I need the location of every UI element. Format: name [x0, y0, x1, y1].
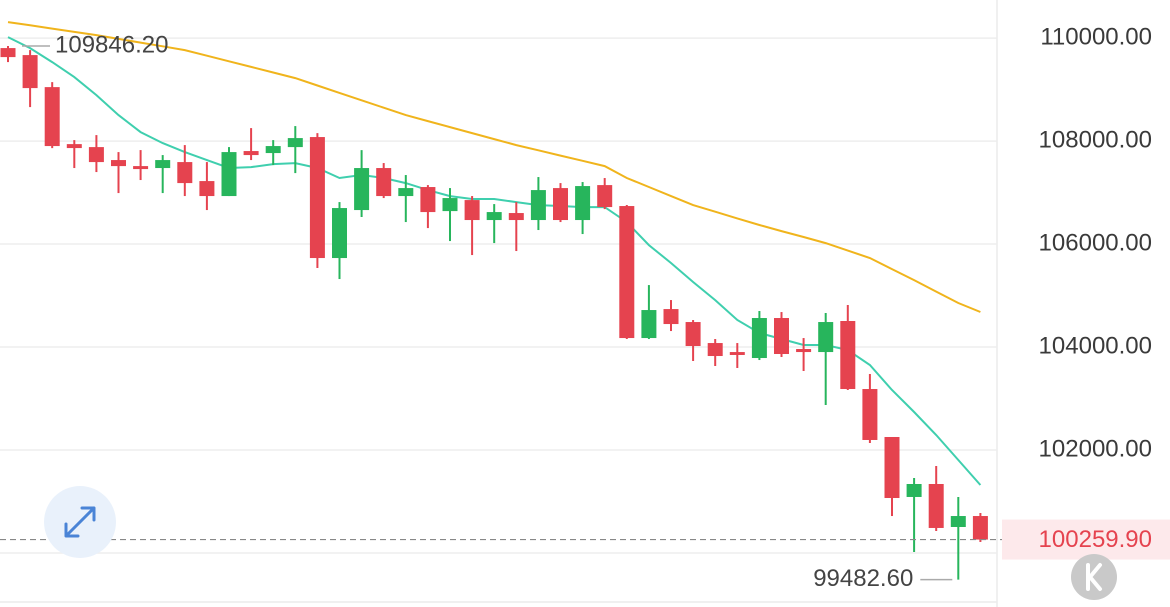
candle-body	[376, 168, 392, 197]
candle-body	[818, 322, 834, 353]
candle-body	[928, 484, 944, 528]
candle-body	[22, 55, 38, 89]
candles	[0, 46, 988, 580]
candle-body	[332, 208, 347, 259]
candle-body	[685, 322, 701, 347]
candle-body	[862, 389, 878, 440]
candle-body	[287, 138, 303, 148]
candle-body	[597, 185, 613, 208]
candle-body	[221, 152, 237, 197]
candle-body	[44, 87, 60, 147]
candle-body	[729, 352, 745, 355]
y-tick-label: 108000.00	[1039, 126, 1152, 153]
grid: 100000.00102000.00104000.00106000.001080…	[0, 23, 1152, 565]
candle-body	[906, 484, 922, 497]
y-tick-label: 104000.00	[1039, 332, 1152, 359]
candle-body	[133, 166, 149, 170]
k-logo-icon	[1086, 563, 1102, 591]
moving-averages	[7, 21, 982, 486]
candle-body	[354, 168, 370, 211]
candle-body	[575, 186, 591, 221]
candle-body	[464, 200, 480, 221]
candle-body	[950, 516, 966, 527]
candle-body	[398, 188, 414, 197]
y-tick-label: 102000.00	[1039, 435, 1152, 462]
low-label: 99482.60	[813, 565, 913, 592]
candle-body	[66, 144, 82, 149]
last-price-box	[1002, 519, 1170, 560]
y-tick-label: 110000.00	[1040, 23, 1152, 50]
last-price-label: 100259.90	[1039, 526, 1152, 553]
annotations: 109846.20 99482.60 100259.90	[0, 31, 1170, 592]
candle-body	[641, 310, 657, 339]
candle-body	[553, 188, 568, 221]
candle-body	[0, 48, 16, 58]
k-logo[interactable]	[1071, 554, 1117, 600]
candle-body	[707, 343, 723, 357]
candle-body	[774, 318, 789, 355]
expand-button[interactable]	[44, 486, 116, 558]
ma-line	[7, 21, 981, 313]
candle-body	[751, 318, 767, 359]
candle-body	[972, 516, 988, 540]
candle-body	[420, 187, 436, 213]
high-label: 109846.20	[55, 31, 168, 58]
candle-body	[177, 162, 193, 184]
candle-body	[111, 160, 126, 167]
candle-body	[265, 146, 281, 154]
candle-body	[155, 160, 171, 169]
candle-body	[884, 436, 900, 499]
candle-body	[486, 212, 502, 221]
expand-icon	[64, 506, 96, 538]
candle-body	[243, 151, 259, 156]
y-tick-label: 106000.00	[1039, 229, 1152, 256]
candle-body	[508, 213, 524, 221]
candle-body	[619, 206, 635, 339]
candle-body	[442, 198, 458, 212]
candle-body	[199, 181, 215, 197]
candle-body	[796, 349, 812, 353]
candle-body	[309, 137, 325, 259]
candle-body	[530, 190, 546, 221]
candle-body	[840, 321, 856, 390]
candle-body	[663, 309, 679, 325]
candle-body	[88, 147, 104, 163]
k-logo-bg[interactable]	[1071, 554, 1117, 600]
ma-line	[7, 36, 982, 486]
